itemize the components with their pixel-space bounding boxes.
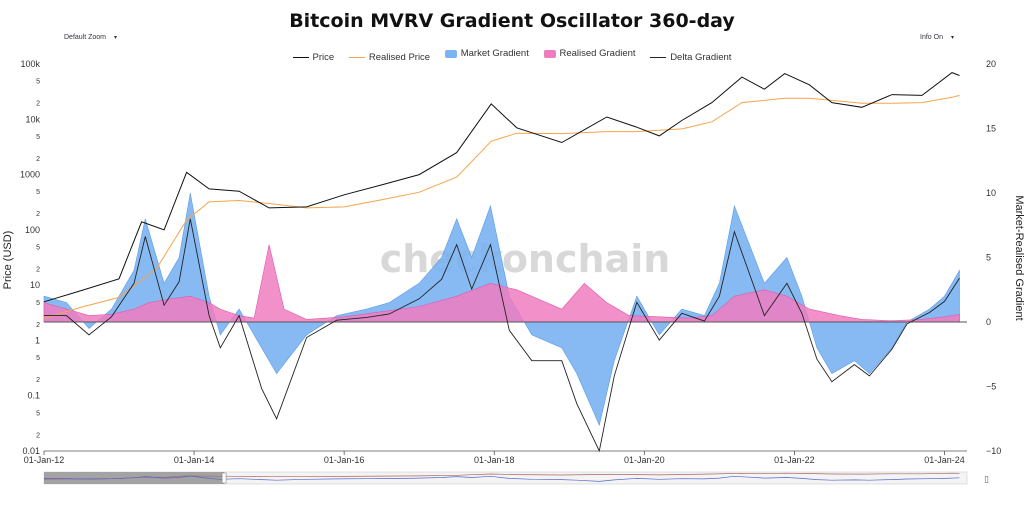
legend-swatch xyxy=(444,49,457,58)
y-tick-right: 15 xyxy=(986,124,996,134)
y-tick-left: 0.01 xyxy=(22,446,40,456)
legend-item-market-gradient[interactable]: Market Gradient xyxy=(444,48,529,59)
navigator-gradient-line xyxy=(43,475,960,482)
y-tick-left: 2 xyxy=(36,156,40,163)
legend-swatch xyxy=(650,56,667,58)
y-tick-left: 5 xyxy=(36,79,40,86)
x-tick-label: 01-Jan-14 xyxy=(174,455,215,465)
price-lines xyxy=(43,72,960,453)
y-tick-left: 2 xyxy=(36,377,40,384)
info-dropdown-label: Info On xyxy=(920,34,943,41)
y-tick-right: 20 xyxy=(986,59,996,69)
y-tick-left: 100k xyxy=(20,59,40,69)
x-axis: 01-Jan-12 01-Jan-14 01-Jan-16 01-Jan-18 01-J… xyxy=(24,450,967,465)
y-tick-left: 2 xyxy=(36,267,40,274)
y-tick-left: 5 xyxy=(36,300,40,307)
y-tick-left: 2 xyxy=(36,101,40,108)
y-tick-left: 10 xyxy=(30,280,40,290)
y-tick-left: 0.1 xyxy=(27,391,40,401)
y-tick-left: 2 xyxy=(36,211,40,218)
x-tick-label: 01-Jan-20 xyxy=(624,455,665,465)
delta-gradient-line xyxy=(44,218,960,453)
y-tick-right: 10 xyxy=(986,188,996,198)
legend-label: Realised Price xyxy=(368,51,431,63)
realised-price-line xyxy=(43,94,960,319)
x-tick-label: 01-Jan-24 xyxy=(924,455,965,465)
y-tick-left: 5 xyxy=(36,189,40,196)
y-tick-left: 100 xyxy=(25,225,40,235)
legend-swatch xyxy=(348,56,365,58)
x-tick-label: 01-Jan-22 xyxy=(774,455,815,465)
legend-item-delta-gradient[interactable]: Delta Gradient xyxy=(650,52,731,63)
x-tick-label: 01-Jan-12 xyxy=(24,455,65,465)
y-tick-left: 10k xyxy=(25,114,40,124)
x-tick-label: 01-Jan-16 xyxy=(324,455,365,465)
legend-label: Price xyxy=(312,51,335,63)
realised-gradient-area xyxy=(43,244,960,323)
y-tick-right: −5 xyxy=(986,382,996,392)
legend-item-realised-gradient[interactable]: Realised Gradient xyxy=(543,48,636,59)
left-axis: 0.01 2 5 0.1 2 5 1 2 5 10 2 5 100 2 5 1000 2 5 10k 2 5 100k xyxy=(20,59,41,456)
right-axis: −10 −5 0 5 10 15 20 xyxy=(986,59,1001,456)
legend-label: Delta Gradient xyxy=(670,51,732,63)
zoom-dropdown[interactable]: Default Zoom ▾ xyxy=(64,34,117,41)
y-tick-left: 5 xyxy=(36,244,40,251)
legend-swatch xyxy=(543,49,556,58)
y-tick-left: 5 xyxy=(36,134,40,141)
x-tick-label: 01-Jan-18 xyxy=(474,455,515,465)
y-tick-right: 5 xyxy=(986,253,991,263)
y-tick-right: 0 xyxy=(986,317,991,327)
y-tick-left: 2 xyxy=(36,432,40,439)
y-tick-right: −10 xyxy=(986,446,1001,456)
y-tick-left: 1 xyxy=(35,335,40,345)
y-axis-left-label: Price (USD) xyxy=(2,231,14,290)
y-tick-left: 1000 xyxy=(20,170,40,180)
gradient-areas xyxy=(43,192,960,427)
chart-legend: Price Realised Price Market Gradient Rea… xyxy=(0,48,1024,63)
legend-label: Realised Gradient xyxy=(559,48,636,59)
price-line xyxy=(43,72,960,303)
chevron-down-icon: ▾ xyxy=(950,35,954,41)
y-tick-left: 5 xyxy=(36,355,40,362)
chevron-down-icon: ▾ xyxy=(114,35,118,41)
legend-label: Market Gradient xyxy=(460,48,529,59)
legend-swatch xyxy=(292,56,309,58)
watermark: checkonchain xyxy=(380,237,671,281)
y-axis-right-label: Market-Realised Gradient xyxy=(1013,195,1024,320)
navigator-handle-left[interactable] xyxy=(221,472,227,484)
navigator[interactable]: ▯ xyxy=(43,471,989,485)
zoom-dropdown-label: Default Zoom xyxy=(64,34,107,41)
legend-item-realised-price[interactable]: Realised Price xyxy=(348,51,431,63)
info-dropdown[interactable]: Info On ▾ xyxy=(920,34,954,41)
legend-item-price[interactable]: Price xyxy=(292,51,335,63)
chart-title: Bitcoin MVRV Gradient Oscillator 360-day xyxy=(289,10,735,32)
navigator-handle-right[interactable]: ▯ xyxy=(984,475,989,485)
y-tick-left: 2 xyxy=(36,322,40,329)
y-tick-left: 5 xyxy=(36,410,40,417)
